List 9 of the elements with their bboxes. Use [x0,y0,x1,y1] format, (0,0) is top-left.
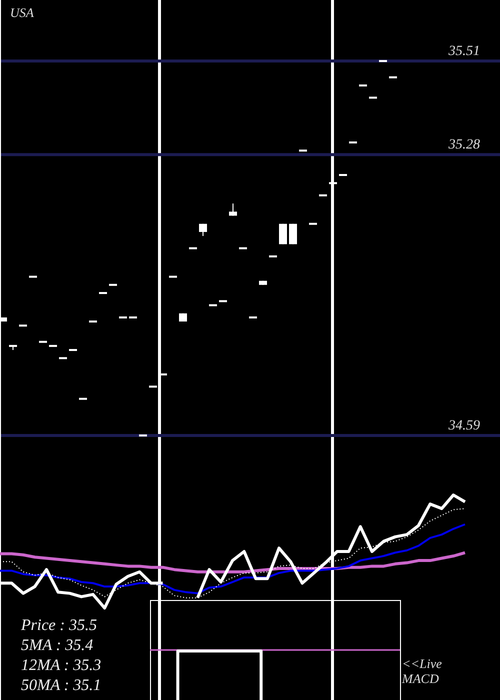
annotation: 5MA : 35.4 [21,637,94,654]
annotation: 12MA : 35.3 [21,657,102,674]
y-tick-label: 34.59 [448,418,480,434]
y-tick-label: 35.51 [448,44,480,60]
annotation: Price : 35.5 [20,617,97,634]
text: <<Live MACD [401,656,442,686]
annotation: 50MA : 35.1 [21,677,102,694]
y-tick-label: 35.28 [448,138,480,153]
chart-title: USA [10,5,34,20]
